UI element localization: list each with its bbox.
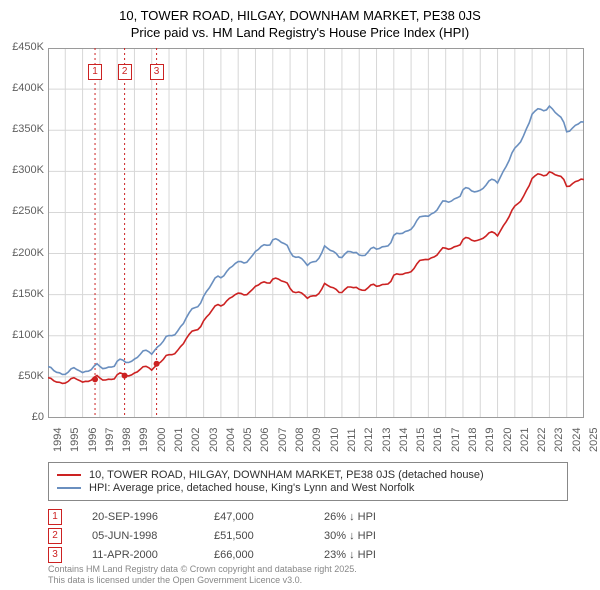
x-tick-label: 2012: [363, 428, 375, 452]
x-tick-label: 2020: [502, 428, 514, 452]
x-tick-label: 2025: [588, 428, 600, 452]
container: { "title": "10, TOWER ROAD, HILGAY, DOWN…: [0, 0, 600, 590]
x-tick-label: 1997: [104, 428, 116, 452]
y-tick-label: £200K: [0, 247, 44, 259]
footer-line-2: This data is licensed under the Open Gov…: [48, 575, 357, 586]
legend-item: HPI: Average price, detached house, King…: [57, 482, 559, 494]
chart-title: 10, TOWER ROAD, HILGAY, DOWNHAM MARKET, …: [0, 0, 600, 25]
y-tick-label: £450K: [0, 41, 44, 53]
legend-label: 10, TOWER ROAD, HILGAY, DOWNHAM MARKET, …: [89, 469, 484, 481]
x-tick-label: 2019: [484, 428, 496, 452]
x-tick-label: 2015: [415, 428, 427, 452]
sales-row-index: 2: [48, 528, 62, 544]
x-tick-label: 2007: [277, 428, 289, 452]
x-tick-label: 1996: [87, 428, 99, 452]
y-tick-label: £250K: [0, 205, 44, 217]
x-tick-label: 2024: [571, 428, 583, 452]
sales-row-price: £47,000: [214, 511, 294, 523]
x-tick-label: 2002: [190, 428, 202, 452]
legend-label: HPI: Average price, detached house, King…: [89, 482, 414, 494]
footer-line-1: Contains HM Land Registry data © Crown c…: [48, 564, 357, 575]
legend-swatch: [57, 474, 81, 476]
x-tick-label: 2000: [156, 428, 168, 452]
chart-area: [48, 48, 584, 418]
x-tick-label: 2003: [208, 428, 220, 452]
x-tick-label: 2014: [398, 428, 410, 452]
x-tick-label: 2023: [553, 428, 565, 452]
sales-row-date: 20-SEP-1996: [92, 511, 184, 523]
sale-marker-box: 2: [118, 64, 132, 80]
x-tick-label: 1995: [69, 428, 81, 452]
x-tick-label: 2010: [329, 428, 341, 452]
legend: 10, TOWER ROAD, HILGAY, DOWNHAM MARKET, …: [48, 462, 568, 501]
y-tick-label: £50K: [0, 370, 44, 382]
x-tick-label: 2004: [225, 428, 237, 452]
x-tick-label: 2005: [242, 428, 254, 452]
x-tick-label: 2013: [381, 428, 393, 452]
x-tick-label: 2006: [259, 428, 271, 452]
y-tick-label: £100K: [0, 329, 44, 341]
sales-row-index: 1: [48, 509, 62, 525]
footer-attribution: Contains HM Land Registry data © Crown c…: [48, 564, 357, 586]
sales-row-date: 11-APR-2000: [92, 549, 184, 561]
sales-row-price: £51,500: [214, 530, 294, 542]
x-tick-label: 2011: [346, 428, 358, 452]
x-tick-label: 2009: [311, 428, 323, 452]
y-tick-label: £0: [0, 411, 44, 423]
chart-subtitle: Price paid vs. HM Land Registry's House …: [0, 25, 600, 42]
sales-row: 3 11-APR-2000 £66,000 23% ↓ HPI: [48, 547, 444, 563]
sales-row-price: £66,000: [214, 549, 294, 561]
y-tick-label: £300K: [0, 164, 44, 176]
sales-row-index: 3: [48, 547, 62, 563]
y-tick-label: £350K: [0, 123, 44, 135]
x-tick-label: 2008: [294, 428, 306, 452]
y-tick-label: £150K: [0, 288, 44, 300]
sales-table: 1 20-SEP-1996 £47,000 26% ↓ HPI 2 05-JUN-1998…: [48, 506, 444, 566]
sales-row-date: 05-JUN-1998: [92, 530, 184, 542]
x-tick-label: 1994: [52, 428, 64, 452]
sales-row-diff: 30% ↓ HPI: [324, 530, 444, 542]
x-tick-label: 2001: [173, 428, 185, 452]
x-tick-label: 2021: [519, 428, 531, 452]
x-tick-label: 2018: [467, 428, 479, 452]
x-tick-label: 2016: [432, 428, 444, 452]
x-tick-label: 2022: [536, 428, 548, 452]
sale-marker-box: 1: [88, 64, 102, 80]
sales-row-diff: 26% ↓ HPI: [324, 511, 444, 523]
sales-row: 1 20-SEP-1996 £47,000 26% ↓ HPI: [48, 509, 444, 525]
x-tick-label: 1998: [121, 428, 133, 452]
sales-row: 2 05-JUN-1998 £51,500 30% ↓ HPI: [48, 528, 444, 544]
y-tick-label: £400K: [0, 82, 44, 94]
x-tick-label: 2017: [450, 428, 462, 452]
legend-item: 10, TOWER ROAD, HILGAY, DOWNHAM MARKET, …: [57, 469, 559, 481]
legend-swatch: [57, 487, 81, 489]
sale-marker-box: 3: [150, 64, 164, 80]
sales-row-diff: 23% ↓ HPI: [324, 549, 444, 561]
x-tick-label: 1999: [138, 428, 150, 452]
chart-svg: [48, 48, 584, 418]
